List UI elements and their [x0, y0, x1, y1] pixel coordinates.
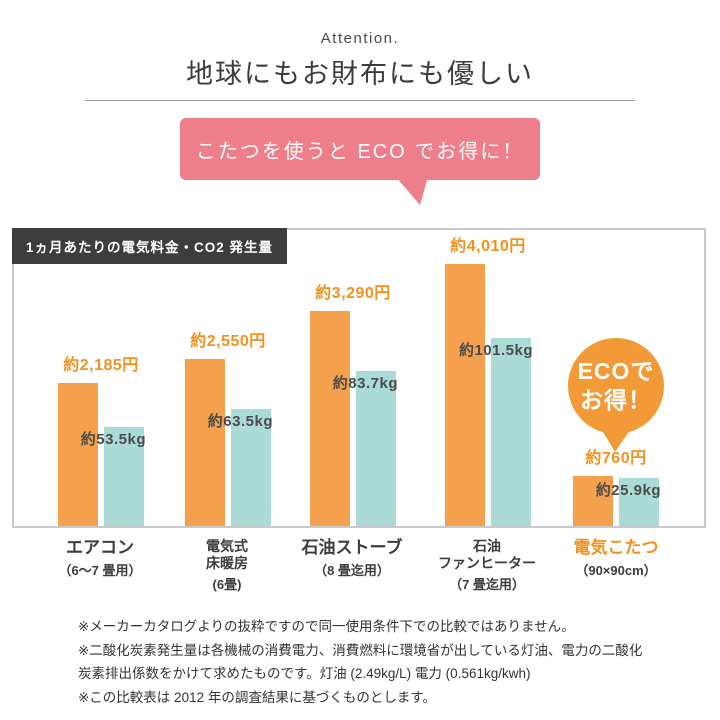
category-name: 電気式 — [206, 538, 248, 554]
category-labels: エアコン （6〜7 畳用） 電気式 床暖房 (6畳) 石油ストーブ （8 畳迄用） 石油 ファン… — [0, 538, 720, 610]
cost-value-label: 約2,550円 — [190, 333, 266, 350]
co2-bar — [619, 478, 659, 526]
cost-bar — [445, 264, 485, 526]
speech-bubble-tail — [396, 177, 428, 205]
category-label: エアコン （6〜7 畳用） — [20, 538, 180, 579]
co2-bar — [231, 409, 271, 526]
cost-value-label: 約2,185円 — [63, 357, 139, 374]
category-label: 石油ストーブ （8 畳迄用） — [272, 538, 432, 579]
category-size: (6畳) — [212, 576, 242, 592]
attention-label: Attention. — [320, 30, 400, 47]
eco-badge-line-1: ECOで — [577, 358, 655, 385]
category-label: 石油 ファンヒーター （7 畳迄用） — [407, 538, 567, 593]
bar-group: 約3,290円約83.7kg — [310, 230, 398, 526]
category-size: （8 畳迄用） — [314, 563, 390, 579]
bar-group: 約2,550円約63.5kg — [185, 230, 273, 526]
co2-value-label: 約53.5kg — [80, 431, 146, 448]
co2-value-label: 約63.5kg — [207, 413, 273, 430]
bar-group: 約760円約25.9kg — [573, 230, 661, 526]
category-name: 石油ストーブ — [301, 538, 403, 557]
category-label: 電気こたつ （90×90cm） — [536, 538, 696, 579]
cost-bar — [185, 359, 225, 526]
category-size: （6〜7 畳用） — [58, 563, 142, 579]
category-name: エアコン — [66, 538, 134, 557]
co2-bar — [104, 427, 144, 526]
category-name: ファンヒーター — [438, 554, 536, 571]
category-size: （90×90cm） — [575, 563, 657, 579]
category-name: 石油 — [473, 538, 501, 554]
footnote: ※二酸化炭素発生量は各機械の消費電力、消費燃料に環境省が出している灯油、電力の二… — [78, 643, 643, 681]
title-divider — [85, 100, 635, 101]
co2-bar — [356, 371, 396, 526]
category-size: （7 畳迄用） — [449, 576, 525, 592]
cost-bar — [58, 383, 98, 526]
speech-bubble-text: こたつを使うと ECO でお得に！ — [195, 140, 525, 163]
cost-bar — [310, 311, 350, 526]
cost-value-label: 約4,010円 — [450, 238, 526, 255]
eco-badge: ECOで お得！ — [568, 338, 664, 434]
co2-value-label: 約25.9kg — [595, 482, 661, 499]
chart-title: 1ヵ月あたりの電気料金・CO2 発生量 — [12, 228, 288, 264]
cost-value-label: 約3,290円 — [315, 285, 391, 302]
footnote: ※メーカーカタログよりの抜粋ですので同一使用条件下での比較ではありません。 — [78, 619, 575, 634]
cost-value-label: 約760円 — [585, 450, 647, 467]
bar-chart: 約2,185円約53.5kg 約2,550円約63.5kg 約3,290円約83.7… — [14, 230, 704, 526]
cost-bar — [573, 476, 613, 526]
co2-bar — [491, 338, 531, 526]
eco-badge-line-2: お得！ — [580, 387, 652, 413]
category-label: 電気式 床暖房 (6畳) — [147, 538, 307, 593]
footnote: ※この比較表は 2012 年の調査結果に基づくものとします。 — [78, 689, 436, 705]
co2-value-label: 約83.7kg — [332, 375, 398, 392]
footnotes: ※メーカーカタログよりの抜粋ですので同一使用条件下での比較ではありません。 ※二酸… — [78, 616, 653, 711]
bar-group: 約2,185円約53.5kg — [58, 230, 146, 526]
speech-bubble: こたつを使うと ECO でお得に！ — [180, 118, 540, 205]
category-name: 床暖房 — [206, 554, 248, 571]
co2-value-label: 約101.5kg — [458, 342, 533, 359]
page-title: 地球にもお財布にも優しい — [186, 59, 534, 89]
bar-group: 約4,010円約101.5kg — [445, 230, 533, 526]
category-name: 電気こたつ — [573, 538, 659, 557]
eco-badge-tail — [602, 430, 630, 452]
